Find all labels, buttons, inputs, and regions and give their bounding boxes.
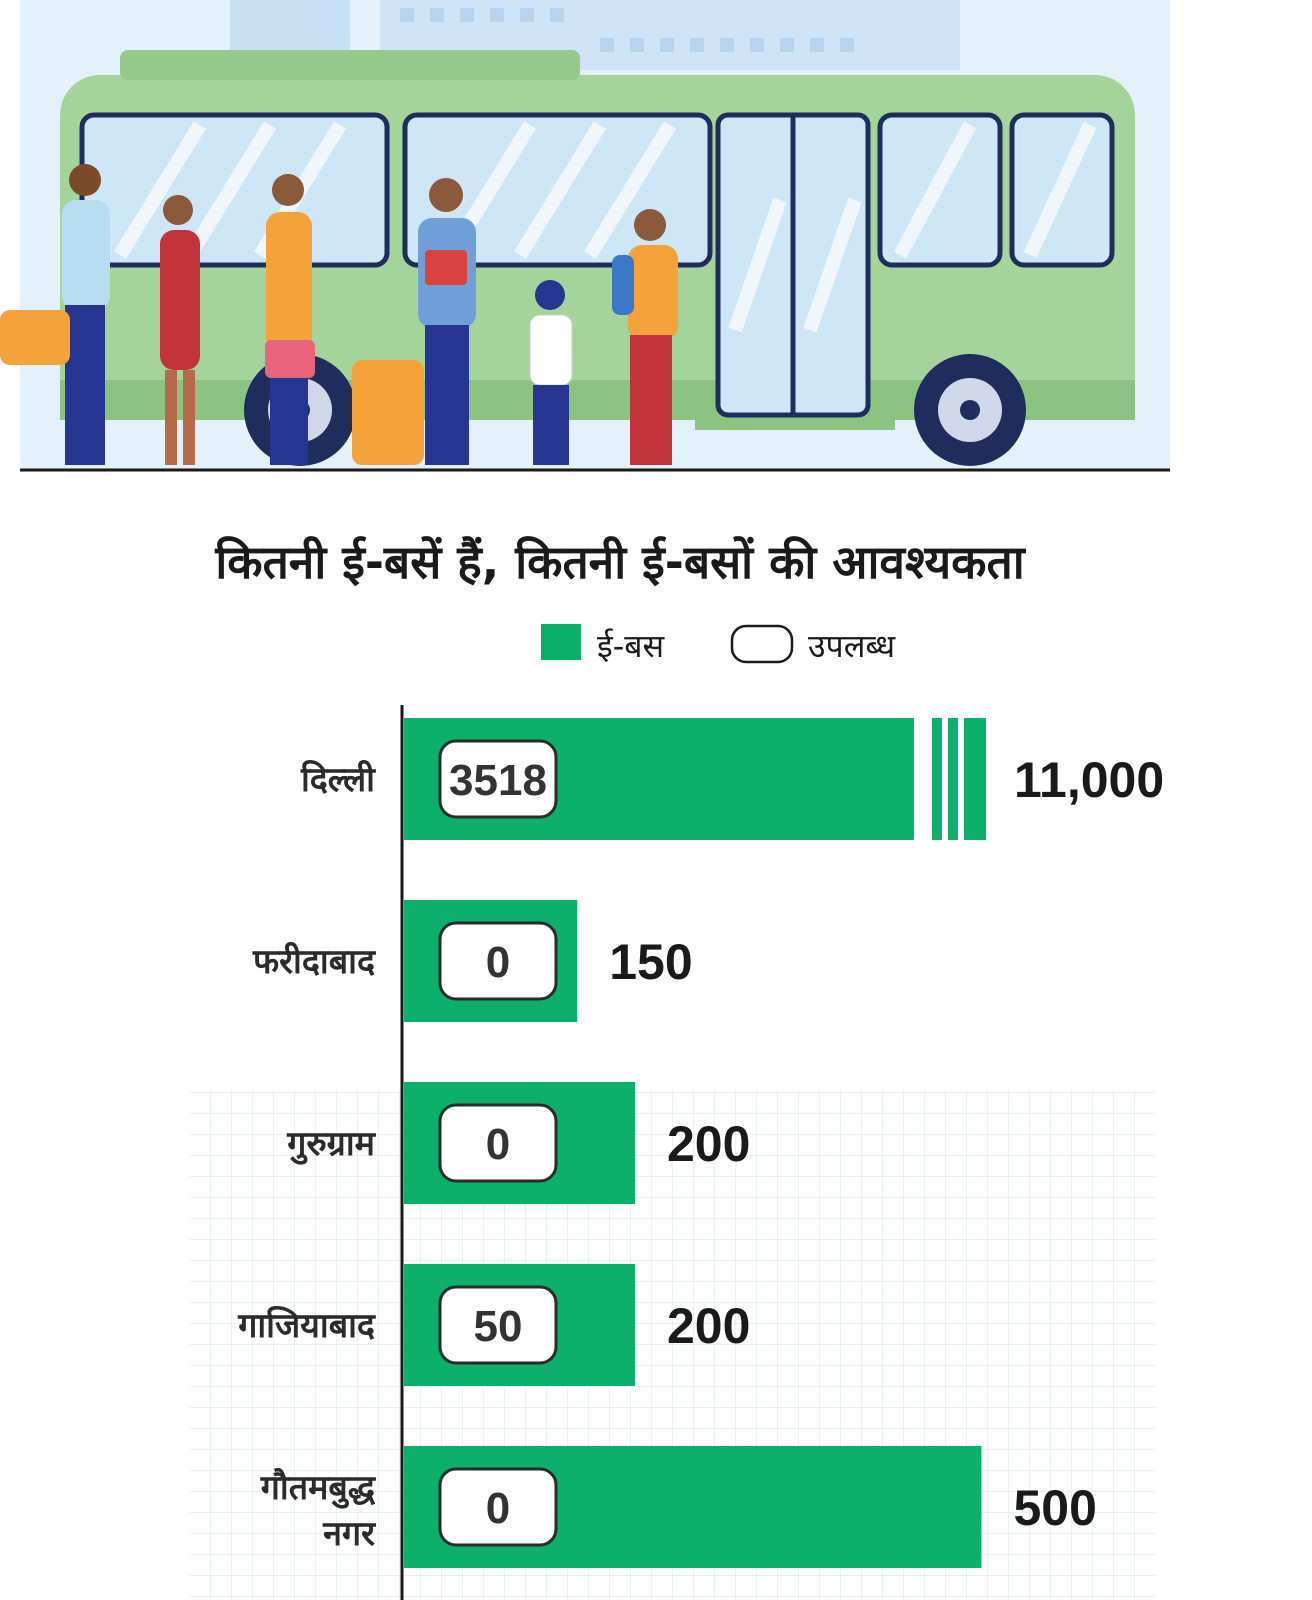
available-value-0: 3518 bbox=[449, 756, 547, 805]
legend-label-available: उपलब्ध bbox=[808, 627, 896, 665]
legend-label-ebus: ई-बस bbox=[597, 627, 666, 665]
bus-stop-illustration bbox=[0, 0, 1170, 472]
passenger-figure bbox=[529, 280, 573, 465]
bus-wheel bbox=[914, 354, 1026, 466]
category-label-3: गाजियाबाद bbox=[237, 1305, 376, 1346]
chart-title: कितनी ई-बसें हैं, कितनी ई-बसों की आवश्यक… bbox=[214, 535, 1026, 589]
axis-break-gap bbox=[914, 718, 932, 840]
passenger-figure bbox=[612, 209, 678, 465]
value-label-1: 150 bbox=[609, 934, 692, 990]
category-label-4: गौतमबुद्ध नगर bbox=[260, 1467, 377, 1554]
category-label-0: दिल्ली bbox=[300, 759, 376, 800]
passenger-figure bbox=[160, 195, 200, 465]
available-value-4: 0 bbox=[486, 1484, 510, 1533]
value-label-3: 200 bbox=[667, 1298, 750, 1354]
passenger-figure bbox=[265, 174, 315, 465]
available-pill-2 bbox=[438, 1103, 558, 1183]
passenger-figure bbox=[0, 164, 110, 465]
value-label-4: 500 bbox=[1014, 1480, 1097, 1536]
bars-layer: दिल्ली 3518 11,000 फरीदाबाद 0 150 गुरुग्राम 0 20… bbox=[237, 718, 1164, 1568]
available-pill-1 bbox=[438, 921, 558, 1001]
available-pill-0 bbox=[438, 739, 558, 819]
legend-swatch-available bbox=[730, 624, 794, 664]
available-value-3: 50 bbox=[474, 1302, 523, 1351]
passenger-figure bbox=[352, 178, 476, 465]
value-label-0: 11,000 bbox=[1014, 752, 1164, 808]
available-value-1: 0 bbox=[486, 938, 510, 987]
value-label-2: 200 bbox=[667, 1116, 750, 1172]
axis-break-stripe bbox=[942, 718, 948, 840]
legend: ई-बस उपलब्ध bbox=[541, 624, 896, 665]
available-pill-4 bbox=[438, 1467, 558, 1547]
available-pill-3 bbox=[438, 1285, 558, 1365]
category-label-1: फरीदाबाद bbox=[252, 941, 376, 982]
axis-break-stripe bbox=[958, 718, 964, 840]
category-label-2: गुरुग्राम bbox=[286, 1124, 376, 1165]
legend-swatch-ebus bbox=[541, 624, 581, 660]
available-value-2: 0 bbox=[486, 1120, 510, 1169]
